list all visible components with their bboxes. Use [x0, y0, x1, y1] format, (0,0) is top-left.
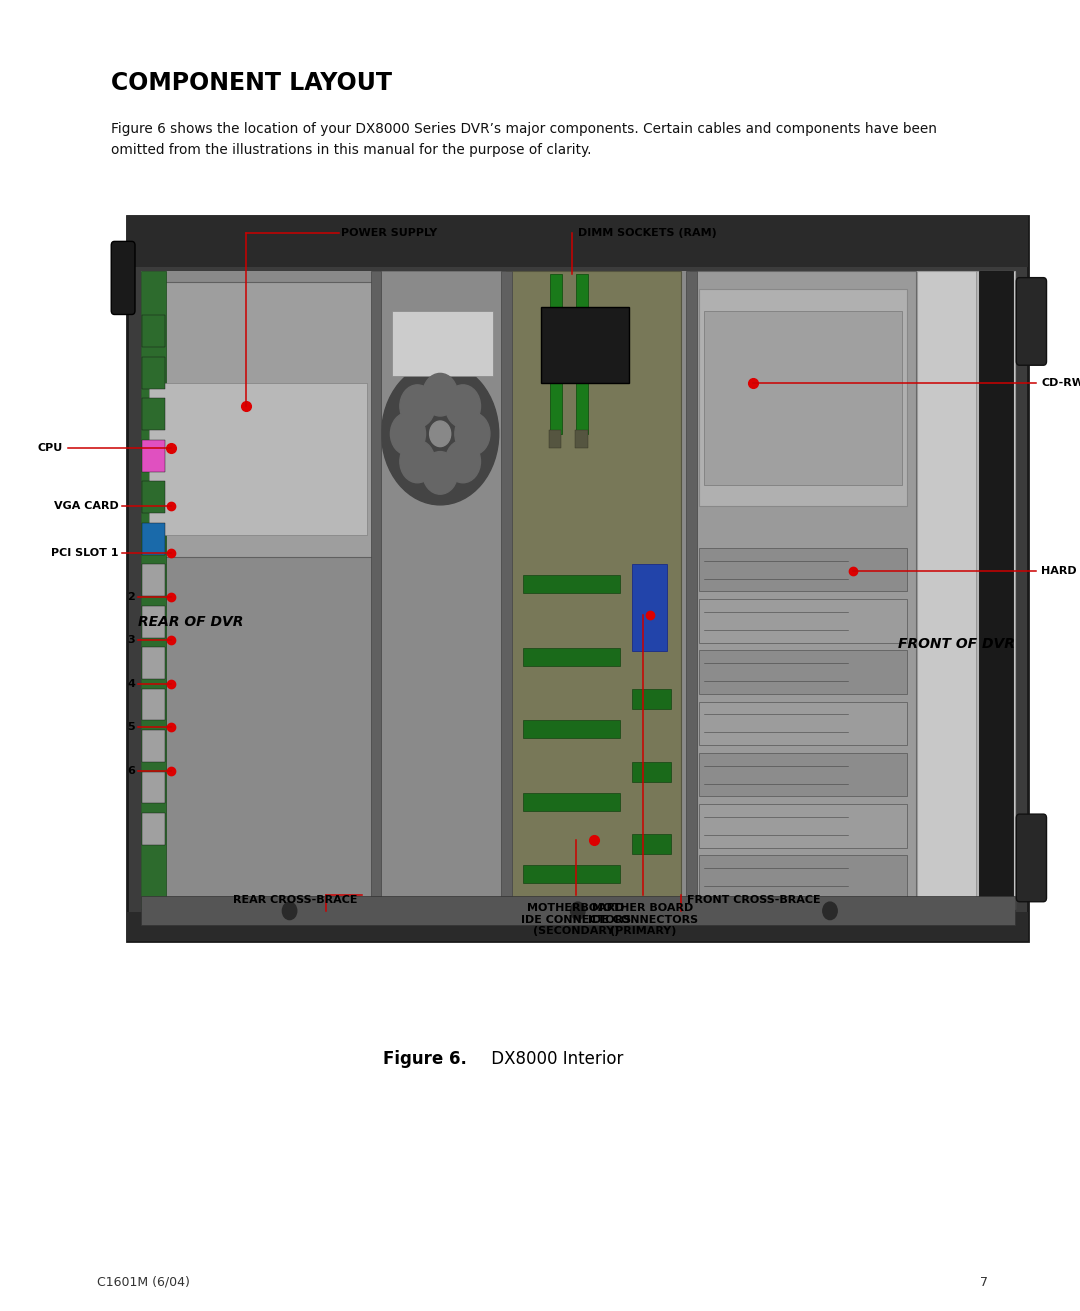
- Bar: [143, 481, 165, 513]
- Bar: [392, 311, 494, 376]
- Bar: [524, 865, 620, 884]
- Bar: [143, 316, 165, 347]
- Bar: [978, 270, 1013, 909]
- Bar: [127, 912, 1028, 941]
- Text: CPU: CPU: [38, 443, 63, 454]
- Bar: [127, 216, 1028, 267]
- Text: omitted from the illustrations in this manual for the purpose of clarity.: omitted from the illustrations in this m…: [111, 143, 592, 157]
- Bar: [524, 793, 620, 810]
- Bar: [541, 307, 629, 383]
- Text: FRONT OF DVR: FRONT OF DVR: [897, 637, 1014, 652]
- Text: CD-RW: CD-RW: [1041, 378, 1080, 388]
- Bar: [549, 430, 562, 448]
- Circle shape: [823, 902, 837, 919]
- Bar: [700, 599, 906, 642]
- Bar: [143, 399, 165, 430]
- Bar: [700, 288, 906, 506]
- Bar: [700, 701, 906, 745]
- Text: DX8000 Interior: DX8000 Interior: [486, 1050, 623, 1068]
- Text: REAR CROSS-BRACE: REAR CROSS-BRACE: [232, 895, 357, 906]
- Bar: [632, 834, 671, 855]
- Bar: [127, 216, 1028, 941]
- Bar: [380, 270, 505, 909]
- Text: PCI SLOT 1: PCI SLOT 1: [51, 548, 119, 558]
- Bar: [141, 270, 166, 909]
- Circle shape: [422, 451, 458, 494]
- Text: POWER SUPPLY: POWER SUPPLY: [341, 228, 437, 239]
- Bar: [143, 813, 165, 844]
- Circle shape: [445, 385, 481, 427]
- Bar: [143, 688, 165, 721]
- Circle shape: [400, 385, 435, 427]
- FancyBboxPatch shape: [1016, 278, 1047, 366]
- Text: 7: 7: [981, 1276, 988, 1289]
- Bar: [700, 855, 906, 899]
- Bar: [143, 564, 165, 597]
- Circle shape: [390, 413, 426, 455]
- Bar: [917, 270, 1014, 909]
- Bar: [501, 270, 512, 909]
- Bar: [575, 430, 588, 448]
- Text: 3: 3: [127, 636, 135, 645]
- Bar: [576, 274, 589, 434]
- FancyBboxPatch shape: [111, 241, 135, 315]
- Bar: [141, 897, 1014, 926]
- Text: MOTHERBOARD
IDE CONNECTORS
(SECONDARY): MOTHERBOARD IDE CONNECTORS (SECONDARY): [521, 903, 631, 936]
- Bar: [690, 270, 916, 909]
- Circle shape: [430, 421, 450, 447]
- Bar: [143, 730, 165, 762]
- Text: COMPONENT LAYOUT: COMPONENT LAYOUT: [111, 71, 392, 94]
- Bar: [700, 753, 906, 796]
- Bar: [143, 606, 165, 637]
- Text: Figure 6 shows the location of your DX8000 Series DVR’s major components. Certai: Figure 6 shows the location of your DX80…: [111, 122, 937, 136]
- Text: 4: 4: [127, 679, 135, 688]
- Bar: [149, 384, 367, 535]
- Bar: [975, 270, 1010, 909]
- Bar: [143, 523, 165, 555]
- Bar: [524, 648, 620, 666]
- Bar: [550, 274, 562, 434]
- Circle shape: [381, 363, 499, 505]
- Bar: [143, 771, 165, 804]
- Circle shape: [282, 902, 297, 919]
- Text: Figure 6.: Figure 6.: [383, 1050, 468, 1068]
- Circle shape: [422, 374, 458, 416]
- Bar: [370, 270, 381, 909]
- Text: VGA CARD: VGA CARD: [54, 501, 119, 511]
- Text: MOTHER BOARD
IDE CONNECTORS
(PRIMARY): MOTHER BOARD IDE CONNECTORS (PRIMARY): [588, 903, 698, 936]
- Circle shape: [570, 902, 585, 919]
- Bar: [700, 548, 906, 591]
- Text: HARD DRIVE: HARD DRIVE: [1041, 566, 1080, 576]
- Text: REAR OF DVR: REAR OF DVR: [138, 615, 243, 629]
- Circle shape: [400, 440, 435, 482]
- Text: 5: 5: [127, 722, 135, 733]
- Bar: [144, 282, 373, 557]
- Bar: [632, 762, 671, 781]
- FancyBboxPatch shape: [1016, 814, 1047, 902]
- Text: C1601M (6/04): C1601M (6/04): [97, 1276, 190, 1289]
- Text: 6: 6: [127, 766, 135, 776]
- Circle shape: [455, 413, 490, 455]
- Bar: [505, 270, 681, 909]
- Bar: [700, 650, 906, 694]
- Bar: [700, 804, 906, 848]
- Text: FRONT CROSS-BRACE: FRONT CROSS-BRACE: [687, 895, 821, 906]
- Circle shape: [445, 440, 481, 482]
- Bar: [143, 357, 165, 389]
- Bar: [143, 439, 165, 472]
- Bar: [632, 690, 671, 709]
- Bar: [143, 648, 165, 679]
- Bar: [632, 564, 667, 652]
- Text: DIMM SOCKETS (RAM): DIMM SOCKETS (RAM): [578, 228, 717, 239]
- Bar: [141, 270, 1014, 909]
- Bar: [524, 576, 620, 594]
- Bar: [704, 311, 902, 485]
- Text: 2: 2: [127, 593, 135, 602]
- Bar: [524, 720, 620, 738]
- Bar: [686, 270, 697, 909]
